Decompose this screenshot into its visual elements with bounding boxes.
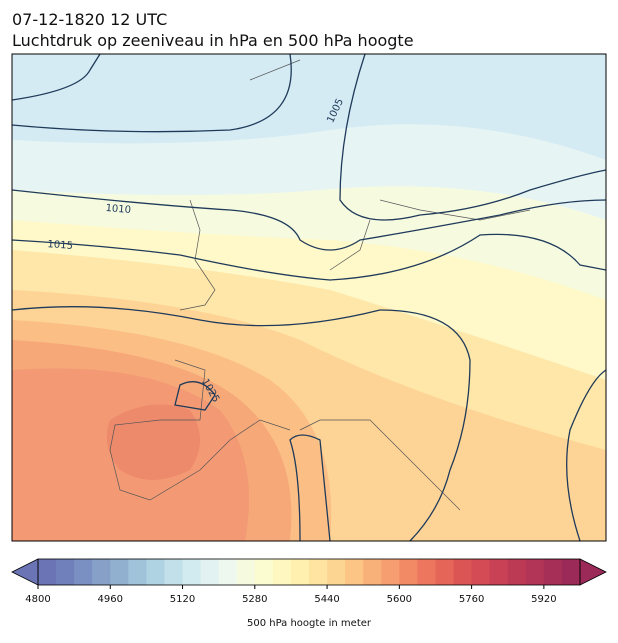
colorbar-bin	[254, 559, 274, 585]
tick-label: 5120	[170, 594, 195, 605]
tick-label: 5920	[531, 594, 556, 605]
colorbar-extend	[579, 558, 607, 586]
coastline	[109, 59, 531, 511]
colorbar-label: 500 hPa hoogte in meter	[247, 618, 372, 629]
colorbar-bin	[327, 559, 346, 585]
colorbar-bin	[236, 559, 256, 585]
contour-line	[339, 54, 606, 221]
contour-line	[12, 233, 606, 281]
map-frame	[11, 53, 607, 542]
contour-label: 1010	[105, 203, 131, 216]
colorbar-bin	[200, 559, 220, 585]
contour-label: 1015	[47, 239, 73, 252]
colorbar-frame	[37, 558, 581, 586]
colorbar-bin	[110, 559, 129, 585]
colorbar-bin	[74, 559, 93, 585]
colorbar-bin	[399, 559, 418, 585]
contour-line	[174, 381, 331, 541]
colorbar-bin	[345, 559, 364, 585]
contour-line	[12, 54, 292, 133]
colorbar-bin	[363, 559, 382, 585]
colorbar-bin	[38, 559, 57, 585]
colorbar-bin	[543, 559, 563, 585]
colorbar-extend	[11, 558, 39, 586]
colorbar-bin	[164, 559, 184, 585]
colorbar-bin	[417, 559, 436, 585]
contour-line	[12, 189, 606, 251]
colorbar-bin	[453, 559, 473, 585]
colorbar-bin	[507, 559, 527, 585]
colorbar-bin	[272, 559, 292, 585]
colorbar-bin	[309, 559, 328, 585]
tick-label: 5440	[314, 594, 339, 605]
colorbar-bin	[128, 559, 147, 585]
colorbar-bin	[381, 559, 400, 585]
colorbar-bin	[471, 559, 491, 585]
title-line: Luchtdruk op zeeniveau in hPa en 500 hPa…	[12, 31, 414, 50]
colorbar-bin	[182, 559, 202, 585]
contour-line	[566, 369, 606, 541]
colorbar: 4800 4960 5120 5280 5440 5600 5760 5920	[11, 558, 607, 605]
contour-line	[12, 306, 471, 541]
tick-label: 5600	[387, 594, 412, 605]
tick-label: 5280	[242, 594, 267, 605]
colorbar-bin	[525, 559, 545, 585]
colorbar-bin	[146, 559, 165, 585]
colorbar-bin	[489, 559, 509, 585]
title-line: 07-12-1820 12 UTC	[12, 10, 167, 29]
colorbar-bin	[290, 559, 310, 585]
tick-label: 4800	[25, 594, 50, 605]
tick-label: 5760	[459, 594, 484, 605]
colorbar-bin	[56, 559, 75, 585]
colorbar-bin	[435, 559, 455, 585]
tick-label: 4960	[98, 594, 123, 605]
map	[12, 54, 606, 541]
colorbar-bin	[92, 559, 111, 585]
colorbar-bin	[218, 559, 238, 585]
colorbar-bin	[561, 559, 581, 585]
